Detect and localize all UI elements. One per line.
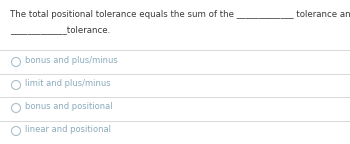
- Text: The total positional tolerance equals the sum of the _____________ tolerance and: The total positional tolerance equals th…: [10, 10, 350, 19]
- Text: bonus and positional: bonus and positional: [25, 102, 113, 111]
- Text: bonus and plus/minus: bonus and plus/minus: [25, 56, 118, 65]
- Text: _____________tolerance.: _____________tolerance.: [10, 25, 110, 34]
- Text: linear and positional: linear and positional: [25, 125, 111, 134]
- Text: limit and plus/minus: limit and plus/minus: [25, 79, 111, 88]
